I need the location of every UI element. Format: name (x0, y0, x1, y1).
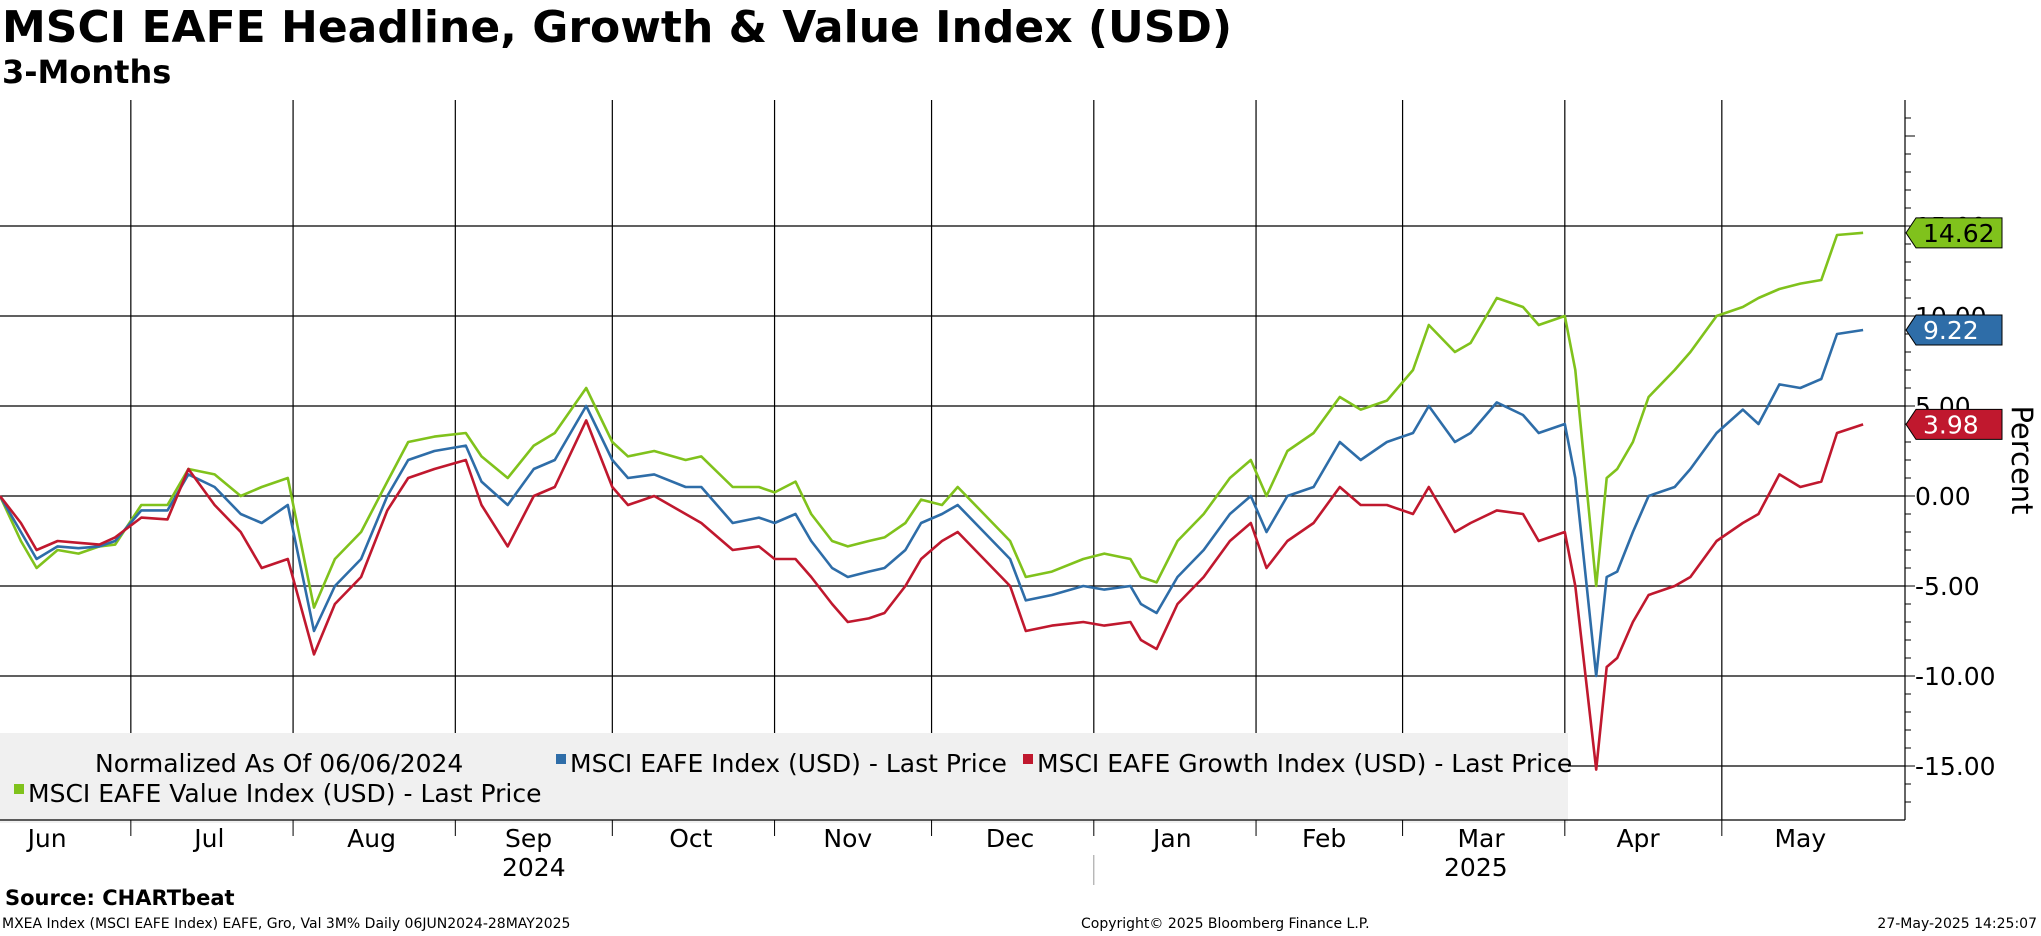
x-tick-label: Oct (669, 824, 712, 853)
x-tick-label: Apr (1616, 824, 1660, 853)
legend-background (0, 733, 1568, 823)
series-line-3 (0, 419, 1864, 771)
series-lines (0, 231, 1864, 771)
copyright: Copyright© 2025 Bloomberg Finance L.P. (1081, 916, 1370, 932)
x-tick-label: Aug (347, 824, 396, 853)
chart-subtitle: 3-Months (2, 53, 172, 91)
x-tick-label: Jun (26, 824, 67, 853)
legend-note: Normalized As Of 06/06/2024 (95, 749, 463, 778)
legend-entry-growth: MSCI EAFE Growth Index (USD) - Last Pric… (1023, 749, 1572, 778)
y-tick-label: -5.00 (1915, 572, 1980, 601)
y-tick-label: -15.00 (1915, 752, 1996, 781)
last-value-badge-2 (1905, 314, 2003, 346)
series-line-2 (0, 328, 1864, 678)
legend-label-value: MSCI EAFE Value Index (USD) - Last Price (28, 779, 541, 808)
x-tick-label: Nov (823, 824, 872, 853)
last-value-label-3: 3.98 (1923, 410, 1979, 439)
horizontal-gridlines (0, 225, 1905, 767)
y-axis: -15.00-10.00-5.000.005.0010.0015.00 (1904, 100, 1996, 820)
legend-swatch-value (14, 784, 24, 794)
x-tick-label: Sep (505, 824, 552, 853)
legend: Normalized As Of 06/06/2024 MSCI EAFE In… (0, 733, 1572, 823)
legend-label-headline: MSCI EAFE Index (USD) - Last Price (570, 749, 1007, 778)
y-axis-label: Percent (2005, 405, 2039, 514)
legend-swatch-growth (1023, 754, 1033, 764)
legend-swatch-headline (556, 754, 566, 764)
legend-entry-value: MSCI EAFE Value Index (USD) - Last Price (14, 779, 541, 808)
y-tick-label: 0.00 (1915, 482, 1971, 511)
year-label: 2024 (502, 853, 566, 882)
vertical-gridlines (130, 100, 1723, 820)
last-value-label-2: 9.22 (1923, 316, 1979, 345)
last-value-label-1: 14.62 (1923, 219, 1995, 248)
last-value-badge-3 (1905, 408, 2003, 440)
timestamp: 27-May-2025 14:25:07 (1877, 916, 2037, 932)
series-line-1 (0, 231, 1864, 609)
year-label: 2025 (1444, 853, 1508, 882)
source-note: Source: CHARTbeat (5, 886, 235, 910)
x-tick-label: Feb (1302, 824, 1346, 853)
x-tick-label: May (1774, 824, 1826, 853)
legend-label-growth: MSCI EAFE Growth Index (USD) - Last Pric… (1037, 749, 1572, 778)
x-tick-label: Mar (1457, 824, 1505, 853)
x-axis: Jun Jul Aug Sep Oct Nov Dec Jan Feb Mar Apr May 2024… (0, 819, 1905, 885)
x-tick-label: Dec (986, 824, 1034, 853)
legend-entry-headline: MSCI EAFE Index (USD) - Last Price (556, 749, 1007, 778)
last-value-badge-1 (1905, 217, 2003, 249)
x-tick-label: Jan (1151, 824, 1192, 853)
chart-title: MSCI EAFE Headline, Growth & Value Index… (2, 2, 1233, 53)
y-tick-label: -10.00 (1915, 662, 1996, 691)
footnote: MXEA Index (MSCI EAFE Index) EAFE, Gro, … (2, 916, 571, 932)
x-tick-label: Jul (192, 824, 224, 853)
last-value-badges: 14.62 9.22 3.98 (1905, 217, 2003, 440)
